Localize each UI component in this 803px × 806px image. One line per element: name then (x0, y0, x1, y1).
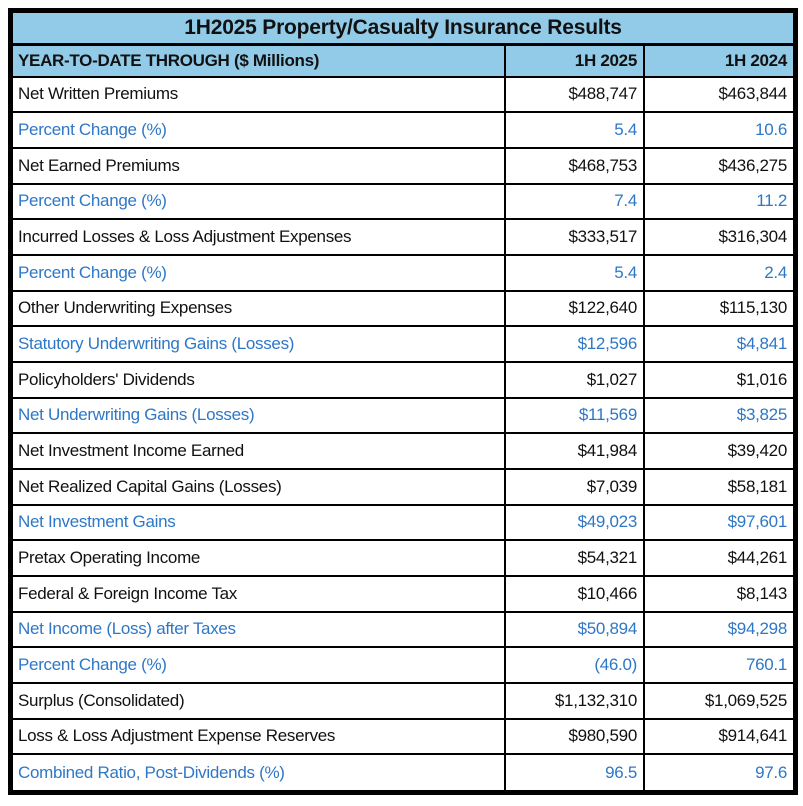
value-1h2024: 11.2 (642, 182, 797, 221)
row-label: Net Underwriting Gains (Losses) (9, 396, 507, 435)
row-label: Net Earned Premiums (9, 146, 507, 185)
results-tbody: 1H2025 Property/Casualty Insurance Resul… (9, 9, 797, 794)
value-1h2025: 5.4 (504, 253, 645, 292)
row-label: Surplus (Consolidated) (9, 681, 507, 720)
table-row: Net Earned Premiums $468,753 $436,275 (9, 146, 797, 185)
results-table: 1H2025 Property/Casualty Insurance Resul… (8, 8, 798, 795)
results-report: 1H2025 Property/Casualty Insurance Resul… (8, 8, 798, 795)
column-header-metric: YEAR-TO-DATE THROUGH ($ Millions) (9, 43, 507, 78)
table-row: Net Investment Income Earned $41,984 $39… (9, 432, 797, 470)
row-label: Incurred Losses & Loss Adjustment Expens… (9, 218, 507, 256)
value-1h2025: 7.4 (504, 182, 645, 221)
value-1h2025: $980,590 (504, 717, 645, 756)
value-1h2025: $10,466 (504, 574, 645, 613)
row-label: Percent Change (%) (9, 646, 507, 684)
table-row: Percent Change (%) (46.0) 760.1 (9, 646, 797, 684)
table-row: Percent Change (%) 5.4 10.6 (9, 111, 797, 149)
value-1h2024: $1,016 (642, 360, 797, 399)
row-label: Percent Change (%) (9, 253, 507, 292)
value-1h2025: $468,753 (504, 146, 645, 185)
row-label: Pretax Operating Income (9, 539, 507, 577)
value-1h2025: 5.4 (504, 111, 645, 149)
row-label: Percent Change (%) (9, 111, 507, 149)
value-1h2025: $54,321 (504, 539, 645, 577)
value-1h2024: $463,844 (642, 75, 797, 114)
row-label: Policyholders' Dividends (9, 360, 507, 399)
table-row: Net Underwriting Gains (Losses) $11,569 … (9, 396, 797, 435)
value-1h2025: $1,027 (504, 360, 645, 399)
row-label: Loss & Loss Adjustment Expense Reserves (9, 717, 507, 756)
row-label: Net Investment Gains (9, 503, 507, 542)
value-1h2025: $49,023 (504, 503, 645, 542)
table-row: Percent Change (%) 5.4 2.4 (9, 253, 797, 292)
value-1h2024: $4,841 (642, 325, 797, 363)
value-1h2025: $12,596 (504, 325, 645, 363)
value-1h2025: $41,984 (504, 432, 645, 470)
table-title: 1H2025 Property/Casualty Insurance Resul… (9, 9, 797, 46)
value-1h2024: 10.6 (642, 111, 797, 149)
value-1h2025: $7,039 (504, 467, 645, 506)
table-title-row: 1H2025 Property/Casualty Insurance Resul… (9, 9, 797, 46)
row-label: Combined Ratio, Post-Dividends (%) (9, 753, 507, 794)
value-1h2024: 760.1 (642, 646, 797, 684)
value-1h2024: $436,275 (642, 146, 797, 185)
value-1h2024: $58,181 (642, 467, 797, 506)
table-row: Incurred Losses & Loss Adjustment Expens… (9, 218, 797, 256)
value-1h2025: $1,132,310 (504, 681, 645, 720)
row-label: Net Written Premiums (9, 75, 507, 114)
value-1h2024: 97.6 (642, 753, 797, 794)
value-1h2025: 96.5 (504, 753, 645, 794)
row-label: Federal & Foreign Income Tax (9, 574, 507, 613)
value-1h2024: $914,641 (642, 717, 797, 756)
value-1h2024: $44,261 (642, 539, 797, 577)
column-header-1h2025: 1H 2025 (504, 43, 645, 78)
table-row: Policyholders' Dividends $1,027 $1,016 (9, 360, 797, 399)
table-row: Pretax Operating Income $54,321 $44,261 (9, 539, 797, 577)
value-1h2024: $3,825 (642, 396, 797, 435)
row-label: Net Income (Loss) after Taxes (9, 610, 507, 649)
table-row: Combined Ratio, Post-Dividends (%) 96.5 … (9, 753, 797, 794)
table-row: Net Written Premiums $488,747 $463,844 (9, 75, 797, 114)
value-1h2024: $115,130 (642, 289, 797, 328)
value-1h2024: $8,143 (642, 574, 797, 613)
row-label: Net Investment Income Earned (9, 432, 507, 470)
table-row: Percent Change (%) 7.4 11.2 (9, 182, 797, 221)
table-row: Federal & Foreign Income Tax $10,466 $8,… (9, 574, 797, 613)
value-1h2024: $97,601 (642, 503, 797, 542)
column-header-1h2024: 1H 2024 (642, 43, 797, 78)
value-1h2024: $39,420 (642, 432, 797, 470)
value-1h2025: (46.0) (504, 646, 645, 684)
value-1h2024: 2.4 (642, 253, 797, 292)
row-label: Net Realized Capital Gains (Losses) (9, 467, 507, 506)
value-1h2025: $50,894 (504, 610, 645, 649)
row-label: Other Underwriting Expenses (9, 289, 507, 328)
table-row: Other Underwriting Expenses $122,640 $11… (9, 289, 797, 328)
value-1h2025: $122,640 (504, 289, 645, 328)
table-row: Net Realized Capital Gains (Losses) $7,0… (9, 467, 797, 506)
value-1h2025: $488,747 (504, 75, 645, 114)
table-row: Surplus (Consolidated) $1,132,310 $1,069… (9, 681, 797, 720)
value-1h2024: $1,069,525 (642, 681, 797, 720)
value-1h2025: $333,517 (504, 218, 645, 256)
value-1h2024: $94,298 (642, 610, 797, 649)
row-label: Percent Change (%) (9, 182, 507, 221)
table-row: Net Income (Loss) after Taxes $50,894 $9… (9, 610, 797, 649)
table-header-row: YEAR-TO-DATE THROUGH ($ Millions) 1H 202… (9, 43, 797, 78)
table-row: Statutory Underwriting Gains (Losses) $1… (9, 325, 797, 363)
value-1h2024: $316,304 (642, 218, 797, 256)
value-1h2025: $11,569 (504, 396, 645, 435)
table-row: Loss & Loss Adjustment Expense Reserves … (9, 717, 797, 756)
row-label: Statutory Underwriting Gains (Losses) (9, 325, 507, 363)
table-row: Net Investment Gains $49,023 $97,601 (9, 503, 797, 542)
